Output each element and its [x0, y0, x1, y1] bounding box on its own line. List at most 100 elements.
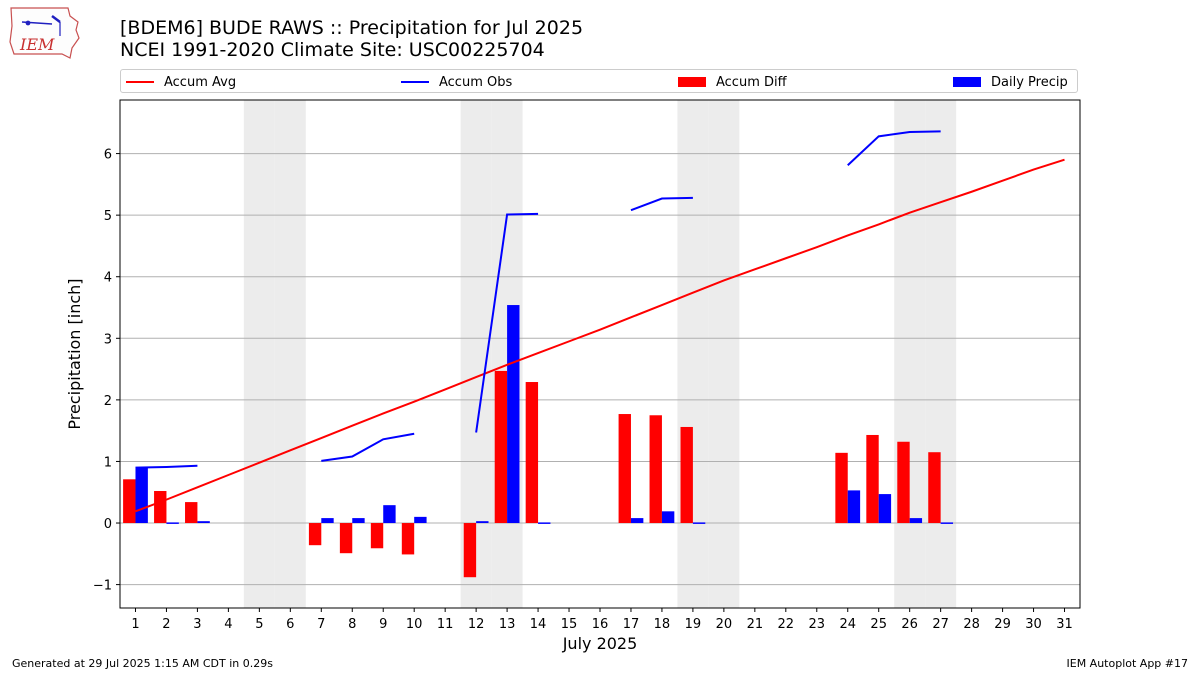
bar-accum-diff-day-18 [649, 415, 662, 524]
legend-swatch-accum-avg [126, 81, 154, 83]
bar-daily-precip-day-26 [909, 518, 923, 524]
bar-accum-diff-day-2 [154, 491, 167, 524]
legend-item-accum-obs: Accum Obs [401, 73, 512, 91]
weekend-shade-day-27 [925, 100, 957, 608]
xtick-label: 10 [406, 617, 423, 632]
xtick-label: 6 [286, 617, 294, 632]
bar-accum-diff-day-19 [680, 426, 693, 524]
xtick-label: 20 [716, 617, 733, 632]
bar-daily-precip-day-13 [507, 305, 520, 524]
xtick-label: 21 [747, 617, 764, 632]
bar-accum-diff-day-13 [494, 370, 508, 524]
legend-swatch-accum-diff [678, 77, 706, 87]
line-accum-obs-segment-3 [630, 196, 693, 212]
bar-daily-precip-day-25 [878, 494, 892, 524]
bar-accum-diff-day-12 [463, 523, 477, 578]
weekend-shade-day-20 [708, 100, 740, 608]
bar-daily-precip-day-27 [940, 522, 954, 524]
iem-logo: IEM [9, 7, 80, 59]
bar-daily-precip-day-2 [166, 522, 179, 524]
line-accum-obs-segment-4 [847, 130, 941, 167]
ytick-label: −1 [93, 579, 112, 594]
xtick-label: 14 [530, 617, 547, 632]
chart-title: [BDEM6] BUDE RAWS :: Precipitation for J… [120, 17, 584, 39]
bar-daily-precip-day-12 [476, 521, 489, 524]
x-axis-label: July 2025 [562, 634, 638, 653]
legend-item-daily-precip: Daily Precip [953, 73, 1068, 91]
xtick-label: 7 [317, 617, 325, 632]
xtick-label: 5 [255, 617, 263, 632]
xtick-label: 18 [654, 617, 671, 632]
bar-accum-diff-day-9 [370, 523, 384, 549]
weekend-shade-day-26 [894, 100, 926, 608]
generated-timestamp: Generated at 29 Jul 2025 1:15 AM CDT in … [12, 657, 273, 670]
xtick-label: 17 [623, 617, 640, 632]
xtick-label: 16 [592, 617, 609, 632]
bar-daily-precip-day-9 [383, 505, 396, 524]
chart-subtitle: NCEI 1991-2020 Climate Site: USC00225704 [120, 39, 545, 61]
ytick-label: 1 [104, 455, 112, 470]
chart-legend: Accum Avg Accum Obs Accum Diff Daily Pre… [120, 69, 1078, 93]
xtick-label: 29 [994, 617, 1011, 632]
bar-accum-diff-day-27 [928, 452, 941, 524]
xtick-label: 15 [561, 617, 578, 632]
xtick-label: 31 [1056, 617, 1073, 632]
legend-swatch-accum-obs [401, 81, 429, 83]
xtick-label: 28 [963, 617, 980, 632]
bar-accum-diff-day-10 [401, 523, 415, 555]
bar-accum-diff-day-17 [618, 414, 631, 524]
y-axis-label: Precipitation [inch] [65, 278, 84, 429]
bar-daily-precip-day-18 [661, 511, 675, 524]
xtick-label: 13 [499, 617, 516, 632]
bar-daily-precip-day-19 [692, 522, 706, 524]
xtick-label: 4 [224, 617, 232, 632]
svg-text:IEM: IEM [19, 35, 55, 54]
legend-label-accum-diff: Accum Diff [716, 74, 787, 90]
xtick-label: 27 [932, 617, 949, 632]
bar-accum-diff-day-3 [185, 502, 198, 524]
line-accum-obs-segment-1 [321, 432, 415, 462]
line-accum-obs-segment-2 [475, 212, 539, 433]
xtick-label: 19 [685, 617, 702, 632]
legend-label-accum-avg: Accum Avg [164, 74, 237, 90]
legend-swatch-daily-precip [953, 77, 981, 87]
bar-accum-diff-day-26 [897, 441, 910, 524]
legend-label-daily-precip: Daily Precip [991, 74, 1068, 90]
bar-daily-precip-day-14 [538, 522, 551, 524]
line-accum-obs-segment-0 [135, 464, 198, 469]
ytick-label: 3 [104, 332, 112, 347]
weekend-shade-day-5 [243, 100, 275, 608]
legend-label-accum-obs: Accum Obs [439, 74, 513, 90]
bar-accum-diff-day-1 [123, 479, 136, 524]
ytick-label: 5 [104, 209, 112, 224]
legend-item-accum-diff: Accum Diff [678, 73, 787, 91]
xtick-label: 25 [870, 617, 887, 632]
bar-daily-precip-day-1 [135, 466, 148, 524]
xtick-label: 22 [778, 617, 795, 632]
ytick-label: 2 [104, 394, 112, 409]
weekend-shade-day-6 [274, 100, 306, 608]
bar-accum-diff-day-25 [866, 434, 879, 524]
xtick-label: 11 [437, 617, 454, 632]
legend-item-accum-avg: Accum Avg [126, 73, 236, 91]
ytick-label: 6 [104, 148, 112, 163]
weekend-shade-day-19 [677, 100, 709, 608]
xtick-label: 3 [193, 617, 201, 632]
xtick-label: 24 [839, 617, 856, 632]
xtick-label: 2 [162, 617, 170, 632]
bar-daily-precip-day-24 [847, 490, 861, 524]
xtick-label: 1 [131, 617, 139, 632]
app-credit: IEM Autoplot App #17 [1066, 657, 1189, 670]
bar-daily-precip-day-7 [321, 518, 334, 524]
xtick-label: 30 [1025, 617, 1042, 632]
ytick-label: 0 [104, 517, 112, 532]
bar-daily-precip-day-8 [352, 518, 365, 524]
xtick-label: 26 [901, 617, 918, 632]
xtick-label: 12 [468, 617, 485, 632]
line-accum-avg-segment-0 [135, 158, 1065, 513]
bar-daily-precip-day-3 [197, 521, 210, 524]
bar-accum-diff-day-14 [525, 382, 539, 524]
bar-accum-diff-day-24 [835, 452, 848, 524]
bar-daily-precip-day-17 [630, 518, 644, 524]
